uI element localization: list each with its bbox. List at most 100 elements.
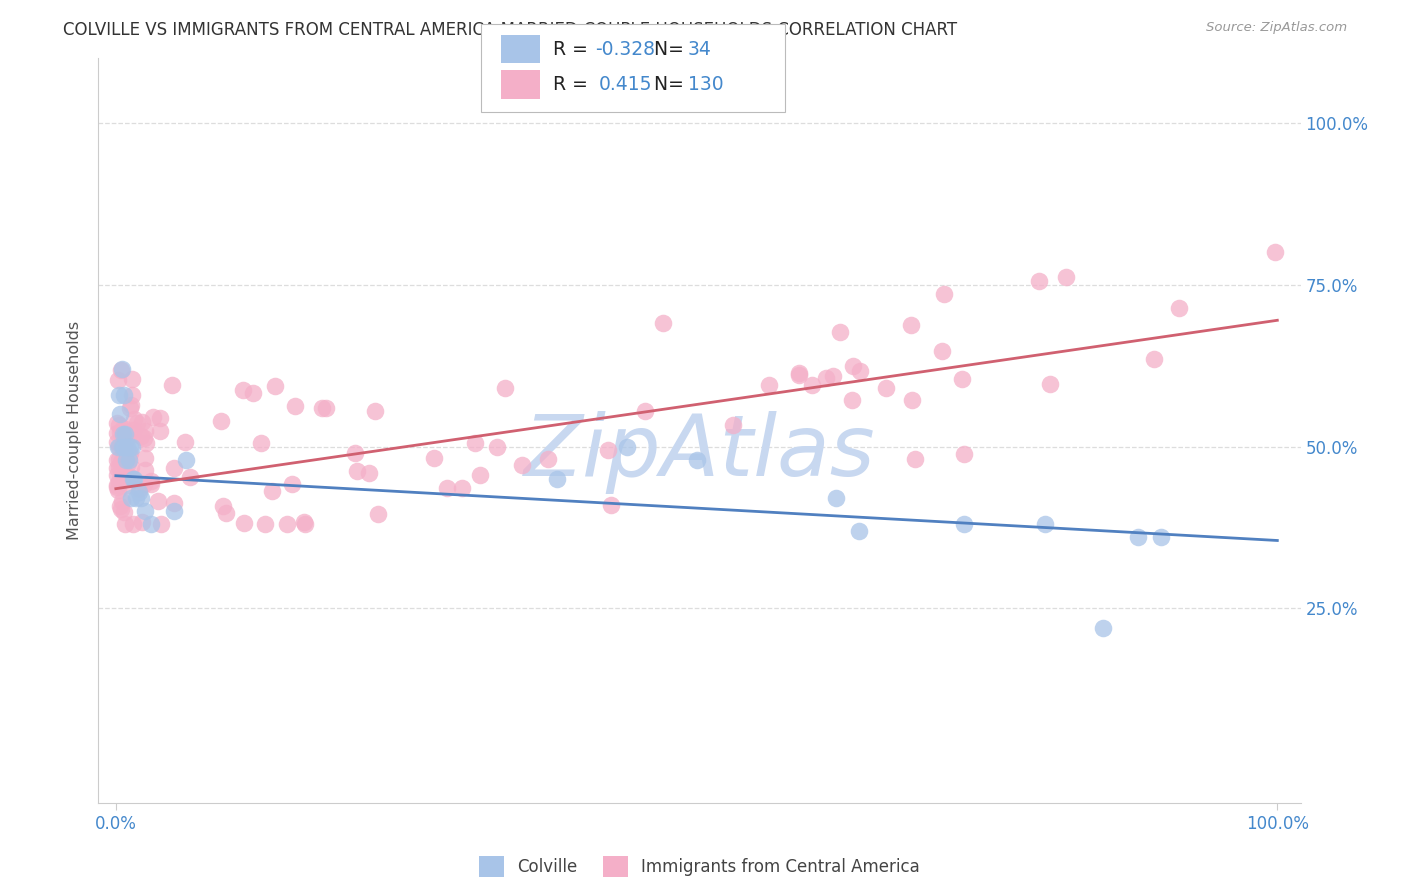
Point [346,465,368,479]
Point [209,413,232,427]
Point [112,440,135,454]
Point [148,411,170,425]
Point [1264,245,1286,260]
Point [841,359,863,373]
Point [821,369,844,384]
Point [105,453,128,467]
Point [163,496,186,510]
Point [115,432,138,446]
Point [141,474,163,488]
Point [134,462,156,476]
Point [263,378,285,392]
Point [105,480,128,494]
Point [111,440,134,454]
Point [131,415,153,429]
Point [118,440,141,454]
Point [132,431,155,445]
Text: ZipAtlas: ZipAtlas [523,411,876,494]
Point [108,474,131,488]
Point [108,452,131,467]
Point [124,472,146,486]
Text: N=: N= [654,75,690,95]
Point [124,491,146,506]
Point [825,491,848,506]
Point [111,421,134,435]
Point [651,316,673,330]
Point [134,504,156,518]
Point [108,417,131,432]
Point [108,388,131,402]
Point [343,446,366,460]
Point [131,515,153,529]
Point [253,517,276,532]
Point [685,452,707,467]
Text: -0.328: -0.328 [595,39,655,59]
Point [117,456,139,470]
Point [122,412,145,426]
Point [1092,621,1115,635]
Point [1168,301,1191,315]
Point [117,452,139,467]
Point [111,494,134,508]
Text: N=: N= [654,39,690,59]
Point [105,434,128,449]
Point [129,429,152,443]
Text: 34: 34 [688,39,711,59]
Point [111,426,134,441]
Text: R =: R = [553,75,599,95]
Point [212,500,235,514]
Point [148,494,170,508]
Point [294,517,316,532]
Text: COLVILLE VS IMMIGRANTS FROM CENTRAL AMERICA MARRIED-COUPLE HOUSEHOLDS CORRELATIO: COLVILLE VS IMMIGRANTS FROM CENTRAL AMER… [63,21,957,38]
Point [292,516,315,530]
Point [494,381,516,395]
Point [131,491,153,506]
Point [634,403,657,417]
Point [758,378,780,392]
Point [179,470,201,484]
Point [110,467,132,482]
Point [107,459,129,474]
Point [107,440,129,454]
Point [510,458,533,472]
Point [105,461,128,475]
Point [849,364,872,378]
Point [121,440,143,454]
Point [110,407,132,421]
Point [115,469,138,483]
Point [616,440,638,454]
Point [1143,352,1166,367]
Point [174,452,197,467]
Point [1033,517,1056,532]
Point [120,460,142,475]
Point [546,472,568,486]
Point [117,430,139,444]
Point [105,478,128,492]
Point [789,366,811,380]
Point [122,472,145,486]
Point [111,468,134,483]
Point [118,401,141,415]
Point [142,410,165,425]
Point [128,484,150,499]
Text: Source: ZipAtlas.com: Source: ZipAtlas.com [1206,21,1347,34]
Point [160,378,183,392]
Point [114,426,136,441]
Point [121,372,143,386]
Point [108,473,131,487]
Point [110,363,132,377]
Point [830,325,852,339]
Point [174,434,197,449]
Point [950,372,973,386]
Point [1150,530,1173,544]
Point [537,452,560,467]
Point [215,506,238,520]
Point [163,461,186,475]
Point [450,481,472,495]
Point [120,398,142,412]
Text: 0.415: 0.415 [599,75,652,95]
Point [800,378,823,392]
Point [464,436,486,450]
Point [111,362,134,376]
Point [120,491,142,506]
